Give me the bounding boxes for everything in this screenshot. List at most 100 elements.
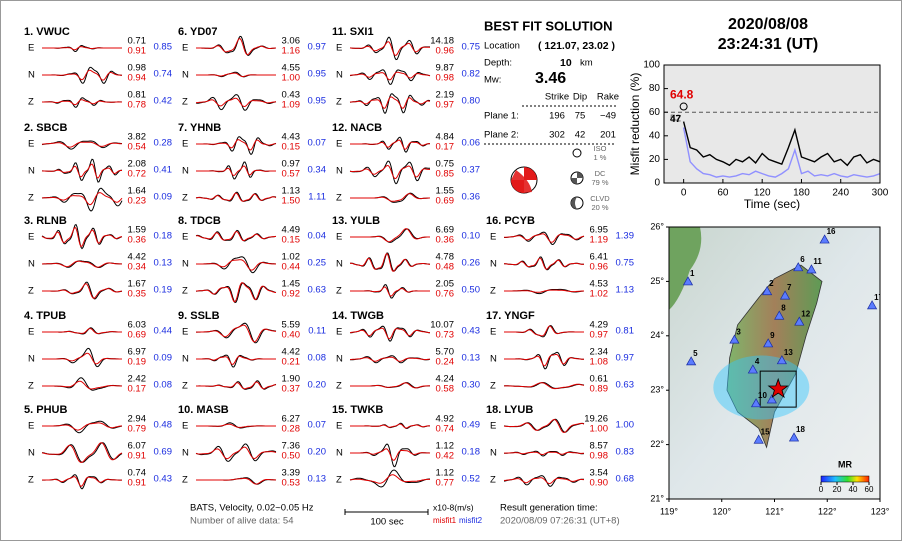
station-number: 5 xyxy=(693,349,698,358)
misfit1: 0.94 xyxy=(128,73,147,84)
station-marker xyxy=(779,290,791,300)
waveform-synthetic xyxy=(196,38,276,56)
misfit1: 0.19 xyxy=(128,357,147,368)
amplitude: 4.84 xyxy=(436,132,455,143)
misfit1: 0.92 xyxy=(282,289,301,300)
component-label: N xyxy=(336,259,343,270)
misfit2: 0.43 xyxy=(462,326,481,337)
amplitude: 2.94 xyxy=(128,414,147,425)
station-label: 16. PCYB xyxy=(486,215,535,227)
component-label: E xyxy=(336,421,342,432)
x-tick-label: 119° xyxy=(660,506,678,516)
misfit2: 0.06 xyxy=(462,138,481,149)
component-part-percent: 20 % xyxy=(591,203,608,212)
misfit2: 0.97 xyxy=(308,42,327,53)
component-label: E xyxy=(28,421,34,432)
component-label: Z xyxy=(490,286,496,297)
misfit1: 0.58 xyxy=(436,384,455,395)
waveform-synthetic xyxy=(42,99,122,106)
misfit1: 0.15 xyxy=(282,235,301,246)
misfit2: 0.08 xyxy=(308,353,327,364)
depth: 10 xyxy=(560,57,572,69)
mw-label: Mw: xyxy=(484,75,501,86)
x-tick-label: 120° xyxy=(712,506,731,516)
station-marker xyxy=(762,286,773,296)
y-tick-label: 25° xyxy=(650,276,664,286)
component-label: Z xyxy=(182,97,188,108)
misfit1: 0.73 xyxy=(436,330,455,341)
misfit1: 0.91 xyxy=(128,46,147,57)
misfit2: 0.36 xyxy=(462,192,481,203)
amplitude: 4.24 xyxy=(436,374,455,385)
waveform-synthetic xyxy=(350,41,431,56)
colorbar-tick-label: 20 xyxy=(833,485,842,494)
misfit1: 0.91 xyxy=(128,478,147,489)
amplitude: 10.07 xyxy=(430,320,454,331)
station-number: 4 xyxy=(755,357,760,366)
misfit1: 0.17 xyxy=(128,384,147,395)
y-tick-label: 24° xyxy=(650,330,664,340)
waveform-observed xyxy=(195,443,277,462)
amplitude: 2.19 xyxy=(436,90,455,101)
station-label: 7. YHNB xyxy=(178,122,221,134)
misfit1: 0.74 xyxy=(436,424,455,435)
misfit2: 1.11 xyxy=(308,192,326,203)
amplitude: 4.43 xyxy=(282,132,301,143)
component-label: E xyxy=(336,139,342,150)
waveform-synthetic xyxy=(350,139,430,150)
amplitude: 2.42 xyxy=(128,374,147,385)
misfit2: 0.07 xyxy=(308,420,327,431)
misfit2: 0.74 xyxy=(154,69,173,80)
misfit2: 0.43 xyxy=(154,474,173,485)
misfit1: 1.02 xyxy=(590,289,609,300)
waveform-synthetic xyxy=(42,69,123,81)
amplitude: 4.42 xyxy=(128,252,147,263)
misfit1: 0.91 xyxy=(128,451,147,462)
y-tick-label: 26° xyxy=(650,221,664,231)
misfit1: 0.50 xyxy=(282,451,301,462)
waveform-synthetic xyxy=(196,423,276,428)
component-label: N xyxy=(182,259,189,270)
y-tick-label: 21° xyxy=(650,493,664,503)
station-marker xyxy=(747,364,758,374)
amplitude: 7.36 xyxy=(282,441,301,452)
misfit2: 0.18 xyxy=(154,231,173,242)
station-number: 16 xyxy=(827,227,836,236)
misfit2: 0.75 xyxy=(462,42,481,53)
clvd-icon xyxy=(570,196,584,210)
misfit2: 0.20 xyxy=(308,447,327,458)
amplitude: 8.57 xyxy=(590,441,609,452)
event-date: 2020/08/08 xyxy=(728,16,808,33)
waveform-synthetic xyxy=(350,382,431,389)
station-marker xyxy=(686,356,697,366)
waveform-synthetic xyxy=(503,477,584,485)
plane-label: Plane 2: xyxy=(484,130,519,141)
waveform-synthetic xyxy=(350,252,430,272)
component-label: N xyxy=(182,166,189,177)
station-number: 11 xyxy=(813,257,822,266)
waveform-synthetic xyxy=(196,72,276,77)
station-number: 7 xyxy=(787,283,792,292)
component-label: E xyxy=(182,232,188,243)
y-tick-label: 80 xyxy=(649,83,661,94)
amplitude: 6.41 xyxy=(590,252,609,263)
component-label: E xyxy=(336,232,342,243)
station-number: 6 xyxy=(800,255,805,264)
component-label: Z xyxy=(490,381,496,392)
plane-label: Plane 1: xyxy=(484,111,519,122)
component-label: Z xyxy=(336,193,342,204)
misfit1: 0.98 xyxy=(436,73,455,84)
component-label: N xyxy=(336,354,343,365)
station-number: 9 xyxy=(770,331,775,340)
amplitude: 1.67 xyxy=(128,279,147,290)
misfit2: 0.34 xyxy=(308,165,327,176)
colorbar-tick-label: 40 xyxy=(849,485,858,494)
colorbar-tick-label: 60 xyxy=(865,485,874,494)
station-number: 15 xyxy=(761,427,770,436)
misfit2: 0.13 xyxy=(154,258,173,269)
y-tick-label: 22° xyxy=(650,439,664,449)
amplitude: 1.90 xyxy=(282,374,301,385)
misfit1: 0.44 xyxy=(282,262,301,273)
component-label: N xyxy=(336,70,343,81)
